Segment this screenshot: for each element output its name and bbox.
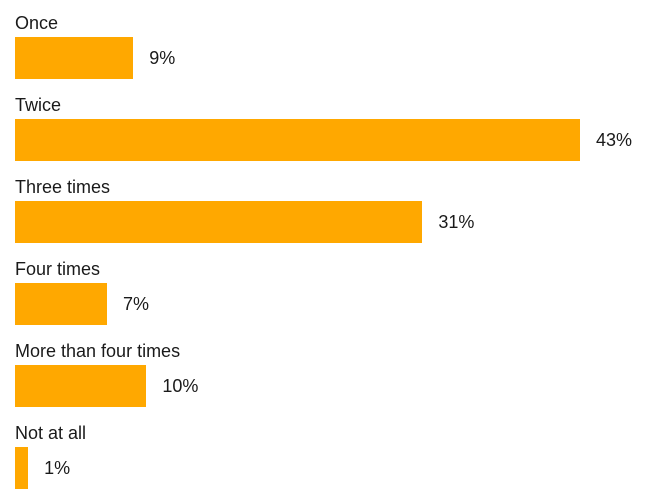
- category-label: Not at all: [15, 423, 87, 443]
- bar: [15, 365, 147, 407]
- category-label: Three times: [15, 177, 111, 197]
- bar: [15, 283, 107, 325]
- bar: [15, 201, 423, 243]
- bar: [15, 37, 134, 79]
- category-label: More than four times: [15, 341, 181, 361]
- bar: [15, 119, 580, 161]
- data-label: 10%: [162, 376, 199, 396]
- category-label: Twice: [15, 95, 62, 115]
- category-label: Four times: [15, 259, 101, 279]
- bar: [15, 447, 29, 489]
- data-label: 43%: [596, 130, 633, 150]
- category-label: Once: [15, 13, 59, 33]
- data-label: 31%: [438, 212, 475, 232]
- data-label: 7%: [122, 294, 149, 314]
- data-label: 9%: [149, 48, 176, 68]
- data-label: 1%: [44, 458, 71, 478]
